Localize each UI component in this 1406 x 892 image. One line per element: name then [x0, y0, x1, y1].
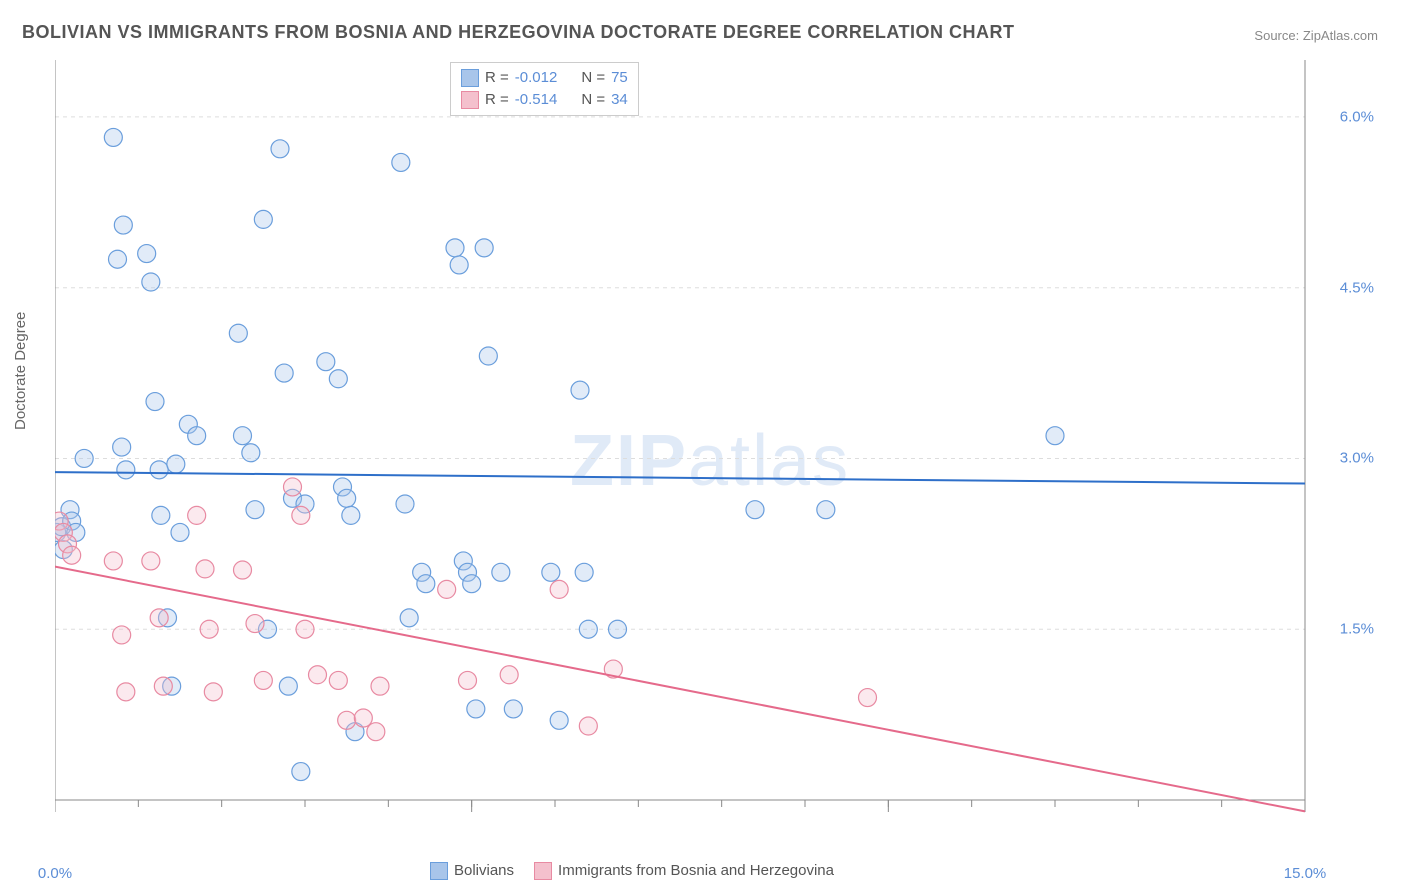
- scatter-plot: [55, 60, 1355, 830]
- source-label: Source:: [1254, 28, 1299, 43]
- legend-r-label: R =: [485, 89, 509, 111]
- legend-stat-row: R = -0.514 N = 34: [461, 89, 628, 111]
- legend-stat-row: R = -0.012 N = 75: [461, 67, 628, 89]
- legend-n-value: 75: [611, 67, 628, 89]
- source-link[interactable]: ZipAtlas.com: [1303, 28, 1378, 43]
- page-title: BOLIVIAN VS IMMIGRANTS FROM BOSNIA AND H…: [22, 22, 1015, 43]
- legend-series-label: Immigrants from Bosnia and Herzegovina: [558, 862, 834, 879]
- legend-series-label: Bolivians: [454, 862, 514, 879]
- legend-r-value: -0.012: [515, 67, 558, 89]
- y-tick-label: 3.0%: [1340, 450, 1374, 467]
- legend-swatch: [534, 862, 552, 880]
- legend-series-item: Bolivians: [430, 862, 514, 880]
- y-tick-label: 1.5%: [1340, 621, 1374, 638]
- y-tick-label: 4.5%: [1340, 279, 1374, 296]
- series-legend: Bolivians Immigrants from Bosnia and Herz…: [430, 862, 834, 880]
- legend-swatch: [461, 69, 479, 87]
- legend-r-label: R =: [485, 67, 509, 89]
- y-tick-label: 6.0%: [1340, 108, 1374, 125]
- correlation-legend: R = -0.012 N = 75 R = -0.514 N = 34: [450, 62, 639, 116]
- chart-area: [55, 60, 1355, 830]
- legend-swatch: [461, 91, 479, 109]
- legend-series-item: Immigrants from Bosnia and Herzegovina: [534, 862, 834, 880]
- legend-n-label: N =: [581, 67, 605, 89]
- legend-n-value: 34: [611, 89, 628, 111]
- legend-swatch: [430, 862, 448, 880]
- x-tick-label: 0.0%: [38, 865, 72, 882]
- legend-r-value: -0.514: [515, 89, 558, 111]
- x-tick-label: 15.0%: [1284, 865, 1327, 882]
- y-axis-label: Doctorate Degree: [12, 312, 29, 430]
- legend-n-label: N =: [581, 89, 605, 111]
- source-attribution: Source: ZipAtlas.com: [1254, 28, 1378, 43]
